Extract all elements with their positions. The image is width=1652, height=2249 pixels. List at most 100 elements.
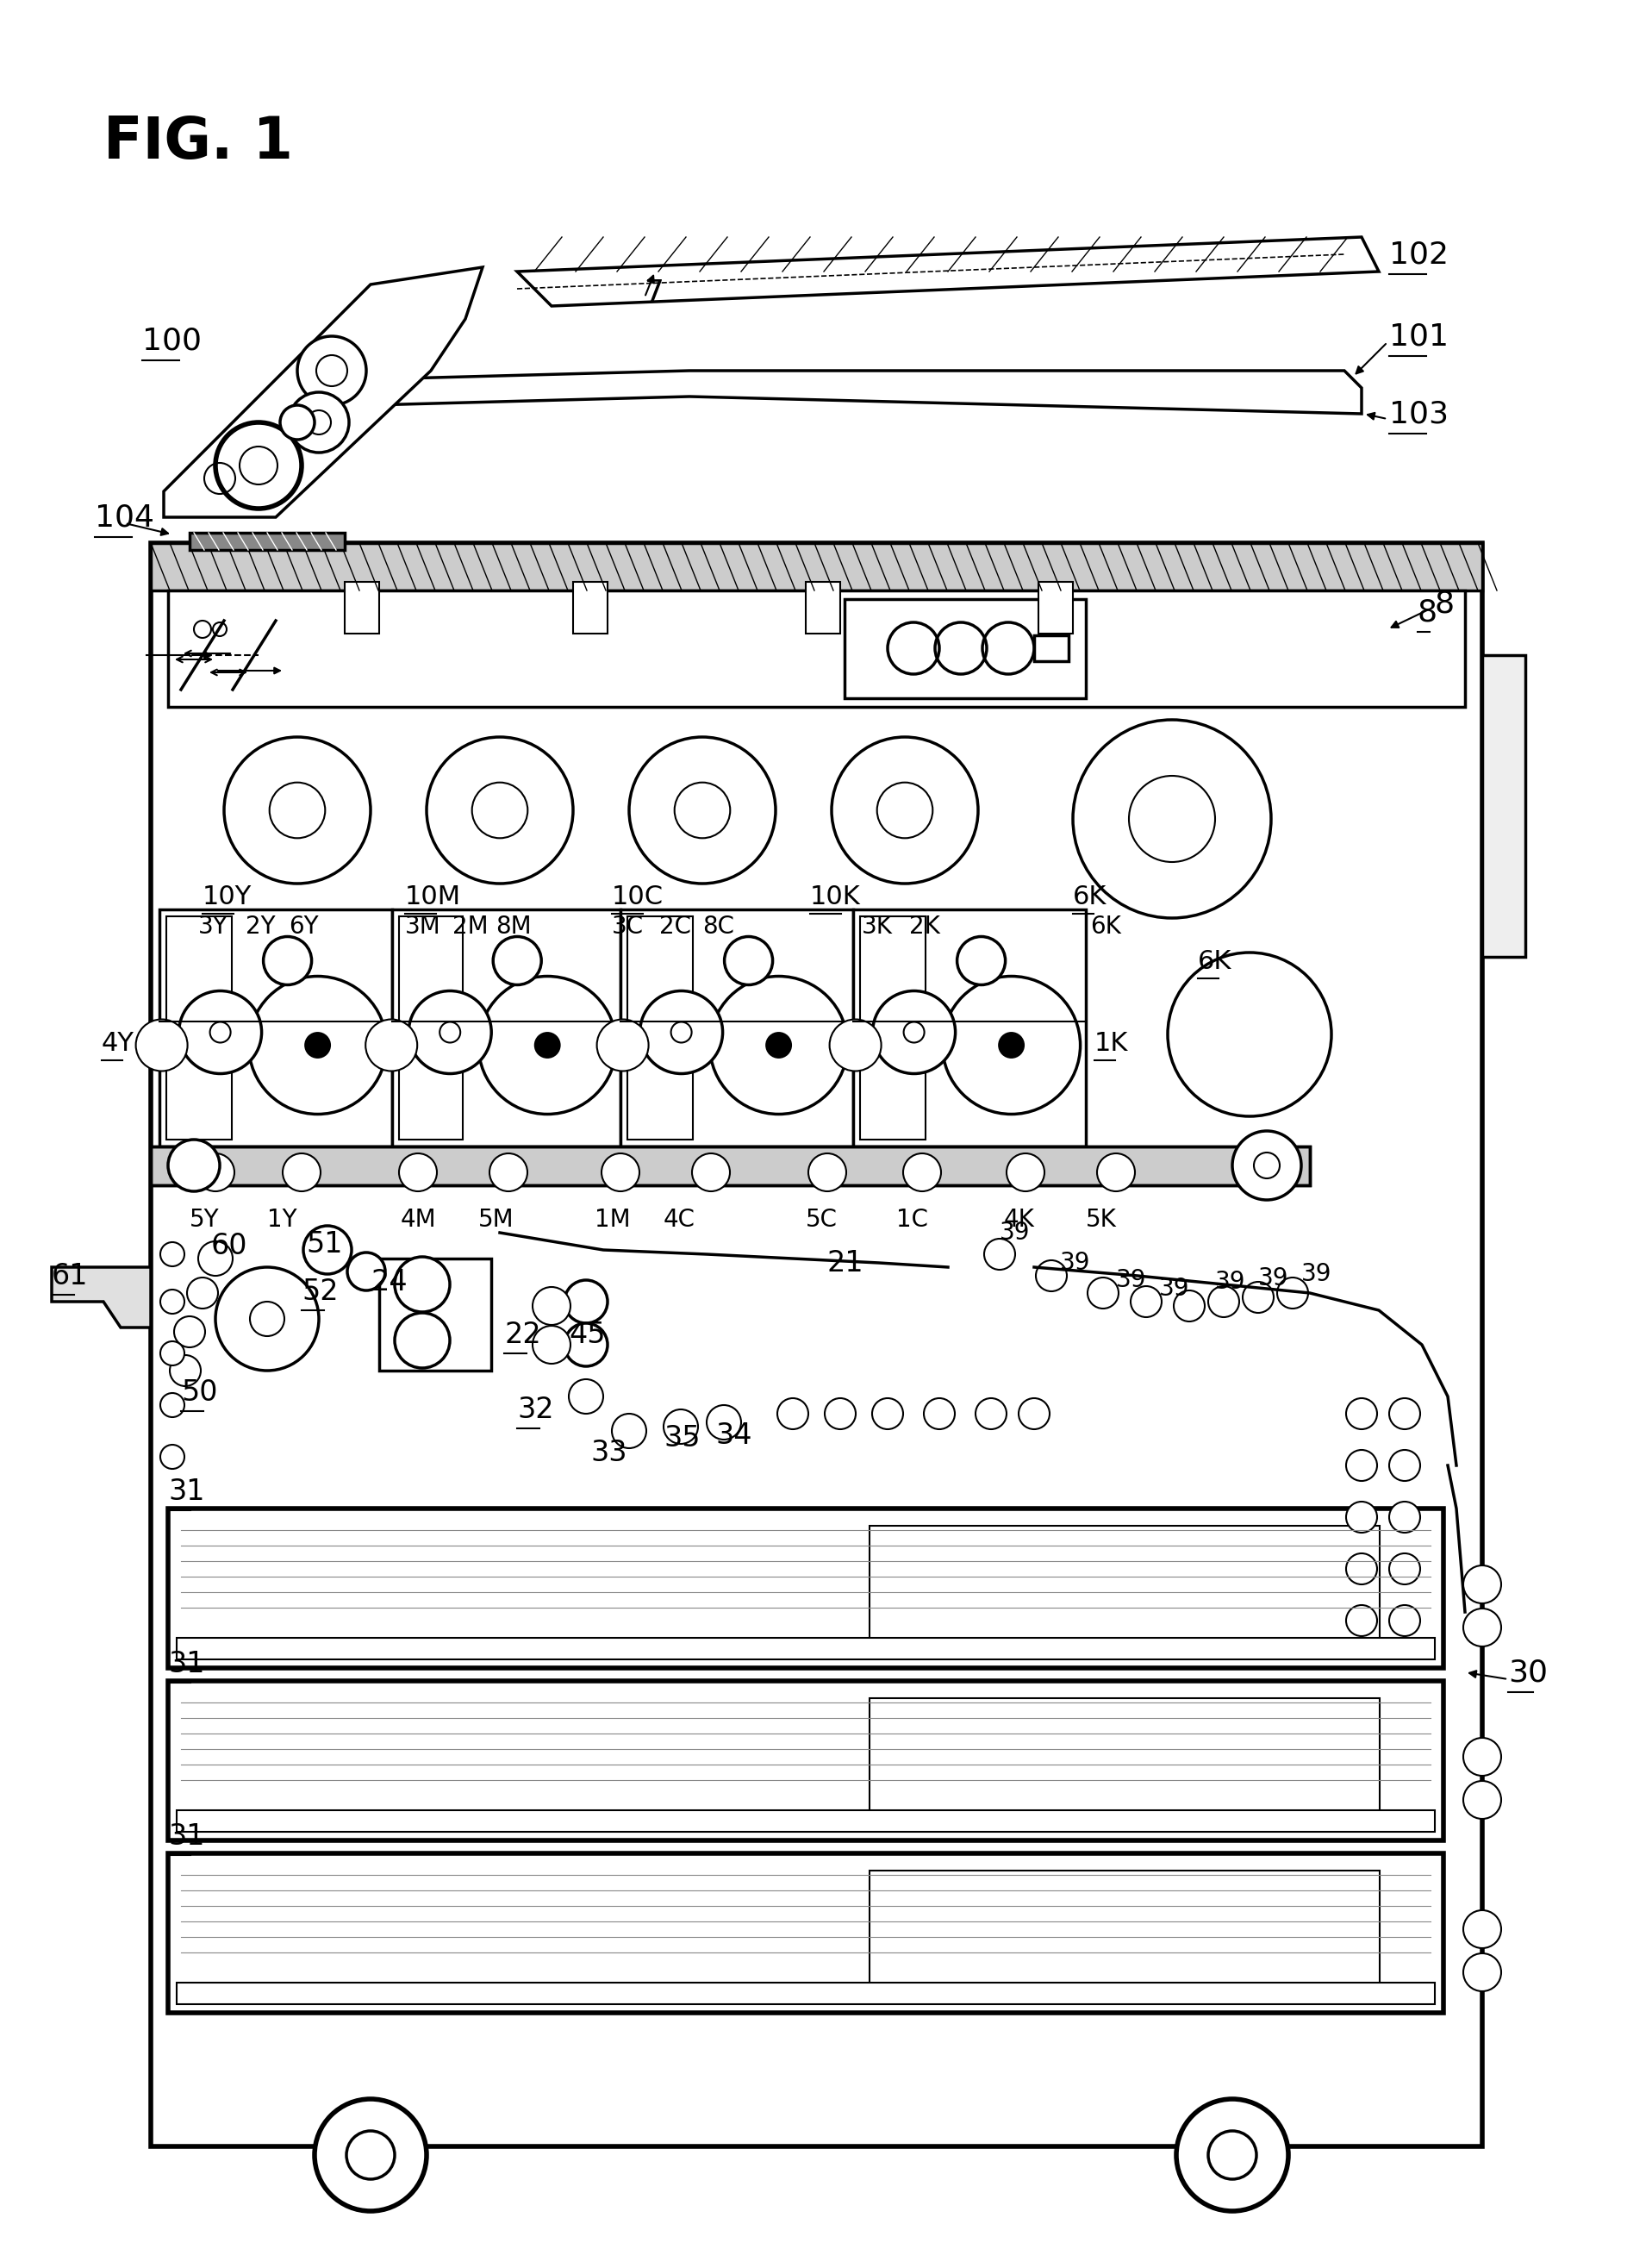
Circle shape <box>1346 1502 1378 1532</box>
Circle shape <box>707 1406 742 1439</box>
Text: 61: 61 <box>51 1262 88 1291</box>
Circle shape <box>565 1280 608 1322</box>
Circle shape <box>187 1277 218 1309</box>
Circle shape <box>1173 1291 1204 1322</box>
Text: 35: 35 <box>664 1424 700 1453</box>
Circle shape <box>829 1019 881 1071</box>
Circle shape <box>1464 1954 1502 1990</box>
Text: 39: 39 <box>1302 1262 1332 1286</box>
Circle shape <box>306 1032 330 1057</box>
Bar <box>400 915 463 1140</box>
Text: 32: 32 <box>517 1394 553 1424</box>
Circle shape <box>1232 1131 1302 1201</box>
Text: 3C: 3C <box>611 915 644 938</box>
Text: 31: 31 <box>169 1822 205 1851</box>
Circle shape <box>639 992 722 1073</box>
Circle shape <box>160 1289 185 1313</box>
Circle shape <box>1389 1399 1421 1428</box>
Circle shape <box>173 1316 205 1347</box>
Circle shape <box>710 976 847 1113</box>
Text: 10K: 10K <box>809 884 861 909</box>
Bar <box>621 909 852 1147</box>
Circle shape <box>824 1399 856 1428</box>
Bar <box>869 1525 1379 1651</box>
Circle shape <box>1389 1502 1421 1532</box>
Circle shape <box>1346 1451 1378 1480</box>
Circle shape <box>263 936 312 985</box>
Circle shape <box>1464 1781 1502 1819</box>
Circle shape <box>872 1399 904 1428</box>
Circle shape <box>1346 1606 1378 1635</box>
Circle shape <box>611 1415 646 1448</box>
Text: 1C: 1C <box>897 1208 928 1232</box>
Text: 1M: 1M <box>595 1208 631 1232</box>
Circle shape <box>692 1154 730 1192</box>
Circle shape <box>724 936 773 985</box>
Circle shape <box>808 1154 846 1192</box>
Circle shape <box>400 1154 436 1192</box>
Text: 39: 39 <box>1216 1271 1246 1293</box>
Circle shape <box>160 1392 185 1417</box>
Circle shape <box>674 783 730 839</box>
Text: 39: 39 <box>1061 1250 1090 1275</box>
Text: 5C: 5C <box>806 1208 838 1232</box>
Bar <box>345 582 380 634</box>
Circle shape <box>1176 2098 1289 2211</box>
Text: 30: 30 <box>1508 1658 1548 1687</box>
Bar <box>852 909 1085 1147</box>
Circle shape <box>532 1325 570 1363</box>
Text: 31: 31 <box>169 1478 205 1505</box>
Circle shape <box>281 405 314 439</box>
Text: 52: 52 <box>302 1277 339 1304</box>
Text: 1K: 1K <box>1094 1030 1128 1055</box>
Circle shape <box>1464 1608 1502 1646</box>
Circle shape <box>957 936 1006 985</box>
Circle shape <box>778 1399 808 1428</box>
Circle shape <box>489 1154 527 1192</box>
Circle shape <box>347 2130 395 2179</box>
Circle shape <box>365 1019 418 1071</box>
Circle shape <box>197 1154 235 1192</box>
Circle shape <box>1277 1277 1308 1309</box>
Text: 50: 50 <box>182 1379 218 1406</box>
Text: 39: 39 <box>999 1221 1031 1244</box>
Text: 22: 22 <box>504 1320 540 1349</box>
Circle shape <box>831 738 978 884</box>
Circle shape <box>282 1154 320 1192</box>
Bar <box>1482 654 1525 956</box>
Circle shape <box>1087 1277 1118 1309</box>
Circle shape <box>565 1322 608 1367</box>
Bar <box>869 1698 1379 1824</box>
Text: 8M: 8M <box>496 915 532 938</box>
Circle shape <box>479 976 616 1113</box>
Text: 5Y: 5Y <box>190 1208 220 1232</box>
Bar <box>150 542 1482 591</box>
Text: 4Y: 4Y <box>102 1030 134 1055</box>
Text: 6Y: 6Y <box>289 915 319 938</box>
Polygon shape <box>190 533 345 551</box>
Circle shape <box>568 1379 603 1415</box>
Text: 31: 31 <box>169 1649 205 1678</box>
Bar <box>1034 634 1069 661</box>
Bar <box>167 915 231 1140</box>
Bar <box>177 1810 1436 1831</box>
Bar <box>861 915 925 1140</box>
Bar <box>392 909 621 1147</box>
Circle shape <box>985 1239 1016 1271</box>
Bar <box>628 915 692 1140</box>
Bar <box>806 582 841 634</box>
Circle shape <box>877 783 933 839</box>
Polygon shape <box>517 236 1379 306</box>
Text: 5K: 5K <box>1085 1208 1117 1232</box>
Text: 3M: 3M <box>405 915 441 938</box>
Bar <box>844 598 1085 697</box>
Text: 39: 39 <box>1160 1277 1189 1300</box>
Text: 100: 100 <box>142 326 202 355</box>
Circle shape <box>1130 1286 1161 1318</box>
Text: 39: 39 <box>1259 1266 1289 1291</box>
Bar <box>1039 582 1072 634</box>
Text: 10Y: 10Y <box>203 884 251 909</box>
Circle shape <box>664 1410 699 1444</box>
Text: 3Y: 3Y <box>198 915 228 938</box>
Circle shape <box>1072 720 1270 918</box>
